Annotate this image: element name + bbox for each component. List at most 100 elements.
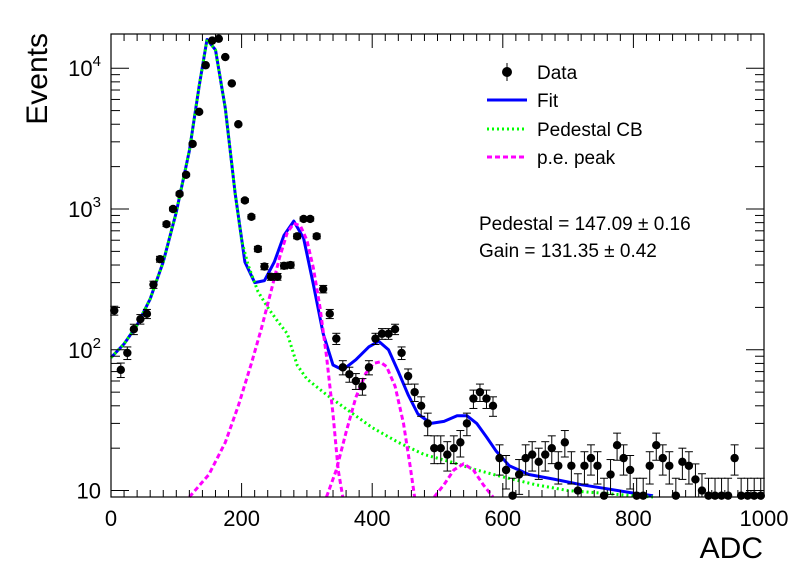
data-marker [547,443,556,453]
data-marker [168,204,178,214]
x-tick-label: 0 [105,506,117,531]
data-marker [475,387,485,397]
data-marker [723,491,733,500]
fit-result-annotations: Pedestal = 147.09 ± 0.16 Gain = 131.35 ± … [479,214,691,262]
data-marker [501,465,511,475]
data-point [580,451,589,485]
data-point [319,284,328,294]
data-marker [181,170,191,179]
legend-entry: Data [502,63,578,84]
data-marker [384,329,393,338]
data-marker [155,254,165,264]
data-point [266,272,276,281]
data-point [652,432,661,461]
data-point [560,430,570,458]
data-point [325,308,334,320]
data-marker [469,394,478,403]
data-marker [704,491,713,500]
data-marker [586,453,596,463]
data-point [469,389,478,409]
data-marker [332,334,341,343]
data-marker [625,465,635,475]
data-marker [678,457,687,467]
data-marker [436,443,445,453]
data-marker [214,34,223,43]
data-point [168,204,178,214]
data-marker [488,401,498,410]
data-marker [652,440,661,450]
data-marker [123,348,132,358]
data-marker [136,314,145,324]
data-marker [358,382,367,391]
data-marker [266,272,276,281]
data-point [514,459,524,495]
data-marker [377,329,387,338]
x-axis-title: ADC [700,532,763,565]
data-point [665,451,674,485]
data-point [645,451,654,485]
y-tick-label: 103 [68,194,101,222]
data-marker [665,461,674,470]
fit-annotation: Gain = 131.35 ± 0.42 [479,241,657,262]
data-marker [201,61,210,70]
data-marker [573,486,583,495]
data-point [730,444,739,476]
data-marker [750,491,759,500]
data-marker [730,453,739,463]
data-marker [684,461,694,470]
data-marker [305,214,315,224]
data-point [227,79,237,88]
data-marker [462,419,472,428]
data-marker [580,461,589,470]
data-point [188,139,197,149]
data-point [260,262,269,271]
data-marker [743,491,752,500]
data-point [364,360,374,376]
series-curve-solid [109,38,654,498]
data-point [501,455,511,490]
data-marker [292,232,302,241]
data-point [312,232,321,241]
data-point [612,432,622,461]
data-marker [527,450,537,459]
data-point [521,444,530,476]
data-marker [351,376,361,386]
data-point [292,232,302,241]
data-marker [599,491,609,500]
data-marker [410,387,419,397]
data-marker [338,363,348,372]
data-marker [697,486,707,495]
data-marker [208,36,217,45]
data-point [541,441,550,472]
data-marker [253,244,263,254]
legend-label: Fit [537,91,559,112]
curve-layer [109,38,654,499]
y-tick-label: 10 [77,479,101,504]
data-marker [345,370,354,379]
legend-entry: p.e. peak [487,148,616,169]
data-point [286,260,295,270]
data-marker [612,440,622,450]
fit-annotation: Pedestal = 147.09 ± 0.16 [479,214,691,235]
data-marker [142,309,152,319]
data-marker [397,348,406,358]
data-marker [416,401,426,410]
data-marker [247,212,256,222]
data-marker [482,394,491,403]
data-marker [403,371,413,381]
data-marker [279,261,289,270]
series-curve-dotted [109,38,654,499]
data-point [456,430,465,458]
data-marker [110,306,119,315]
data-point [142,308,152,320]
data-marker [443,450,452,459]
data-marker [129,325,139,334]
data-point [625,455,635,490]
data-point [123,346,132,361]
data-point [332,332,341,345]
data-point [403,368,413,385]
data-marker [260,262,269,271]
data-marker [645,461,654,470]
data-marker [736,491,746,500]
data-point [253,244,263,254]
